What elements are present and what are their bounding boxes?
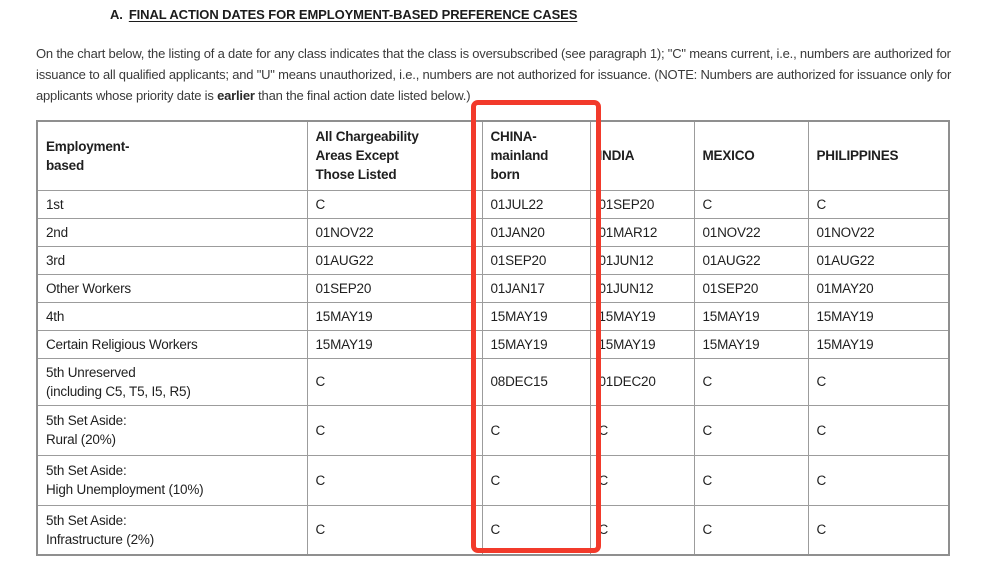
table-row: 5th Unreserved (including C5, T5, I5, R5…: [36, 357, 950, 406]
cell: C: [306, 189, 483, 219]
cell: C: [306, 454, 483, 506]
intro-text-after: than the final action date listed below.…: [254, 88, 471, 103]
cell: 01AUG22: [306, 245, 483, 275]
table-header-row: Employment- based All Chargeability Area…: [36, 120, 950, 191]
cell: 01JAN20: [481, 217, 591, 247]
cell: 01MAY20: [807, 273, 950, 303]
row-label: 5th Set Aside: High Unemployment (10%): [36, 454, 308, 506]
cell: 15MAY19: [693, 329, 809, 359]
intro-text-before: On the chart below, the listing of a dat…: [36, 46, 952, 103]
col-header-all-chargeability: All Chargeability Areas Except Those Lis…: [306, 120, 483, 191]
cell: C: [589, 454, 695, 506]
cell: C: [481, 454, 591, 506]
cell: 01SEP20: [481, 245, 591, 275]
cell: C: [589, 504, 695, 556]
cell: C: [807, 357, 950, 406]
table-row: 5th Set Aside: Infrastructure (2%) C C C…: [36, 504, 950, 556]
table-row: 4th 15MAY19 15MAY19 15MAY19 15MAY19 15MA…: [36, 301, 950, 331]
cell: 15MAY19: [693, 301, 809, 331]
cell: 15MAY19: [589, 329, 695, 359]
cell: 01SEP20: [306, 273, 483, 303]
cell: 01DEC20: [589, 357, 695, 406]
row-label: 1st: [36, 189, 308, 219]
cell: C: [306, 504, 483, 556]
cell: C: [306, 404, 483, 456]
cell: 15MAY19: [481, 329, 591, 359]
cell: C: [693, 454, 809, 506]
row-label: 4th: [36, 301, 308, 331]
cell: 01SEP20: [693, 273, 809, 303]
row-label: 5th Unreserved (including C5, T5, I5, R5…: [36, 357, 308, 406]
page-title: A. FINAL ACTION DATES FOR EMPLOYMENT-BASE…: [110, 7, 577, 22]
cell: 01AUG22: [693, 245, 809, 275]
col-header-mexico: MEXICO: [693, 120, 809, 191]
row-label: 5th Set Aside: Rural (20%): [36, 404, 308, 456]
table-row: 2nd 01NOV22 01JAN20 01MAR12 01NOV22 01NO…: [36, 217, 950, 247]
col-header-china: CHINA- mainland born: [481, 120, 591, 191]
section-title-text: FINAL ACTION DATES FOR EMPLOYMENT-BASED …: [128, 7, 578, 22]
cell: C: [807, 504, 950, 556]
col-header-employment-based: Employment- based: [36, 120, 308, 191]
cell: C: [807, 189, 950, 219]
intro-paragraph: On the chart below, the listing of a dat…: [36, 43, 970, 106]
cell: C: [807, 454, 950, 506]
cell: 01SEP20: [589, 189, 695, 219]
cell: C: [306, 357, 483, 406]
table-row: 3rd 01AUG22 01SEP20 01JUN12 01AUG22 01AU…: [36, 245, 950, 275]
cell: C: [693, 189, 809, 219]
intro-bold-earlier: earlier: [217, 88, 255, 103]
section-letter: A.: [110, 7, 123, 22]
row-label: Other Workers: [36, 273, 308, 303]
cell: 01NOV22: [306, 217, 483, 247]
row-label: 5th Set Aside: Infrastructure (2%): [36, 504, 308, 556]
cell: 01JUL22: [481, 189, 591, 219]
cell: C: [481, 504, 591, 556]
cell: 15MAY19: [306, 301, 483, 331]
cell: 01AUG22: [807, 245, 950, 275]
cell: C: [589, 404, 695, 456]
cell: 01NOV22: [693, 217, 809, 247]
cell: 15MAY19: [807, 329, 950, 359]
cell: 01JUN12: [589, 273, 695, 303]
table-row: Certain Religious Workers 15MAY19 15MAY1…: [36, 329, 950, 359]
row-label: 3rd: [36, 245, 308, 275]
cell: 01MAR12: [589, 217, 695, 247]
table-row: 5th Set Aside: High Unemployment (10%) C…: [36, 454, 950, 506]
cell: 15MAY19: [481, 301, 591, 331]
cell: 15MAY19: [589, 301, 695, 331]
row-label: 2nd: [36, 217, 308, 247]
cell: 01NOV22: [807, 217, 950, 247]
cell: 01JUN12: [589, 245, 695, 275]
table-row: 1st C 01JUL22 01SEP20 C C: [36, 189, 950, 219]
row-label: Certain Religious Workers: [36, 329, 308, 359]
cell: 08DEC15: [481, 357, 591, 406]
cell: C: [693, 504, 809, 556]
table-row: Other Workers 01SEP20 01JAN17 01JUN12 01…: [36, 273, 950, 303]
cell: C: [693, 357, 809, 406]
cell: C: [807, 404, 950, 456]
table-row: 5th Set Aside: Rural (20%) C C C C C: [36, 404, 950, 456]
cell: 01JAN17: [481, 273, 591, 303]
cell: 15MAY19: [306, 329, 483, 359]
cell: 15MAY19: [807, 301, 950, 331]
col-header-india: INDIA: [589, 120, 695, 191]
col-header-philippines: PHILIPPINES: [807, 120, 950, 191]
cell: C: [481, 404, 591, 456]
cell: C: [693, 404, 809, 456]
final-action-dates-table: Employment- based All Chargeability Area…: [36, 120, 950, 556]
